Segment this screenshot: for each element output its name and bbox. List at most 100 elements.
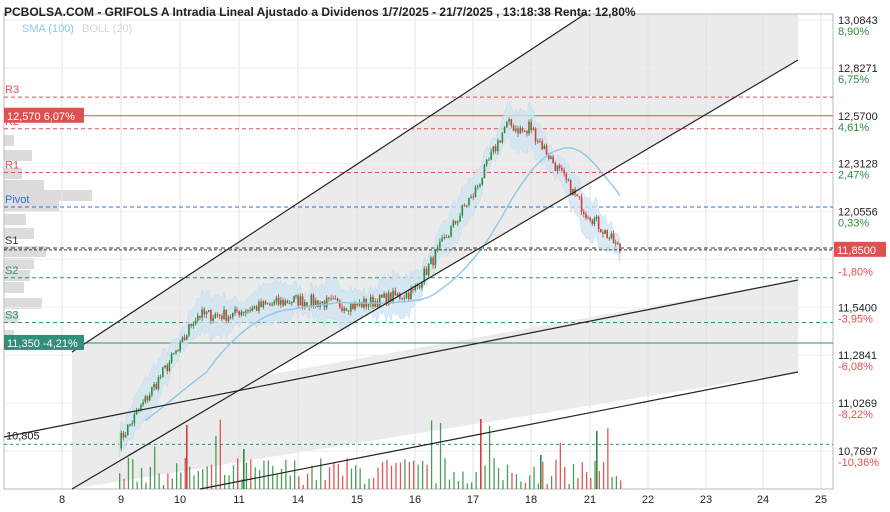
candle-body — [405, 292, 408, 299]
candle-body — [347, 310, 350, 312]
candle-body — [159, 376, 162, 378]
candle-body — [578, 196, 581, 198]
chart-grid — [3, 13, 834, 490]
candle-body — [306, 302, 308, 306]
candle-body — [600, 229, 602, 233]
candle-body — [526, 131, 528, 134]
candle-body — [595, 216, 598, 219]
volume-bar — [149, 466, 151, 489]
sma-line — [144, 147, 621, 421]
volume-bar — [298, 476, 300, 489]
volume-profile-bar — [4, 200, 59, 211]
volume-bar — [524, 482, 527, 489]
candle-body — [378, 294, 381, 307]
volume-bar — [390, 465, 393, 489]
candle-body — [383, 293, 385, 298]
candle-body — [122, 432, 125, 438]
candle-body — [614, 242, 617, 244]
volume-profile — [4, 135, 92, 341]
y-tick-pct: 0,33% — [838, 218, 869, 230]
candle-body — [506, 121, 508, 128]
candle-body — [427, 264, 430, 276]
volume-bar — [136, 481, 138, 489]
candle-body — [325, 297, 328, 308]
y-tick-pct: -1,80% — [838, 266, 873, 278]
high-marker — [4, 107, 84, 123]
candle-body — [164, 365, 166, 368]
candle-body — [157, 377, 160, 390]
volume-bar — [176, 463, 178, 489]
bollinger-bands — [118, 101, 621, 458]
trend-line — [3, 279, 799, 438]
volume-bar — [542, 461, 544, 489]
volume-bar — [480, 419, 482, 489]
candle-body — [269, 303, 271, 305]
x-tick-label: 17 — [467, 494, 479, 506]
candle-body — [617, 242, 619, 244]
candle-body — [443, 237, 446, 239]
volume-profile-bar — [4, 258, 34, 269]
volume-bar — [215, 435, 217, 489]
trend-line — [71, 59, 799, 490]
volume-bar — [533, 467, 535, 489]
volume-bar — [350, 468, 353, 489]
candle-body — [354, 302, 356, 310]
candle-body — [416, 285, 419, 287]
volume-bar — [377, 467, 379, 489]
candle-body — [188, 324, 190, 336]
volume-bar — [197, 471, 200, 489]
current-price-marker — [834, 241, 886, 257]
volume-bar — [250, 459, 252, 489]
candle-body — [481, 178, 483, 185]
volume-bars — [119, 419, 622, 489]
candle-body — [126, 424, 129, 436]
volume-bar — [158, 473, 160, 489]
volume-bar — [421, 460, 424, 489]
volume-bar — [540, 455, 542, 489]
candle-body — [418, 285, 421, 288]
candle-body — [550, 156, 552, 159]
min-label: 10,805 — [6, 430, 40, 442]
volume-bar — [399, 462, 402, 489]
level-label-s2: S2 — [5, 265, 18, 277]
candle-body — [434, 250, 437, 266]
candle-body — [474, 187, 477, 197]
candle-body — [170, 353, 173, 363]
volume-bar — [417, 464, 419, 489]
candle-body — [236, 309, 238, 312]
volume-profile-bar — [4, 190, 92, 201]
candle-body — [587, 217, 589, 219]
candle-body — [299, 296, 302, 306]
volume-bar — [306, 473, 309, 489]
candle-body — [523, 130, 526, 132]
candle-body — [183, 337, 186, 340]
low-marker-label: 11,350 -4,21% — [7, 338, 78, 350]
candle-body — [439, 241, 441, 247]
volume-bar — [368, 478, 370, 489]
lower-channel-fill — [72, 280, 798, 489]
candle-body — [192, 323, 195, 327]
x-tick-label: 15 — [351, 494, 363, 506]
candle-body — [602, 232, 604, 234]
candle-body — [133, 414, 136, 424]
volume-bar — [202, 469, 204, 489]
candle-body — [448, 236, 450, 238]
volume-bar — [258, 469, 261, 489]
candle-body — [229, 316, 232, 318]
candle-body — [352, 303, 354, 310]
candle-body — [251, 307, 254, 311]
volume-bar — [590, 477, 592, 489]
volume-bar — [324, 480, 326, 489]
candlesticks — [120, 117, 621, 452]
x-tick-label: 11 — [233, 494, 244, 506]
volume-bar — [315, 480, 318, 489]
candle-body — [244, 311, 247, 313]
volume-bar — [564, 467, 566, 489]
x-tick-label: 21 — [584, 494, 596, 506]
candle-body — [521, 127, 524, 131]
volume-bar — [581, 462, 583, 489]
volume-bar — [520, 481, 522, 489]
candle-body — [144, 396, 147, 403]
volume-profile-bar — [4, 270, 30, 281]
candle-body — [476, 186, 479, 188]
